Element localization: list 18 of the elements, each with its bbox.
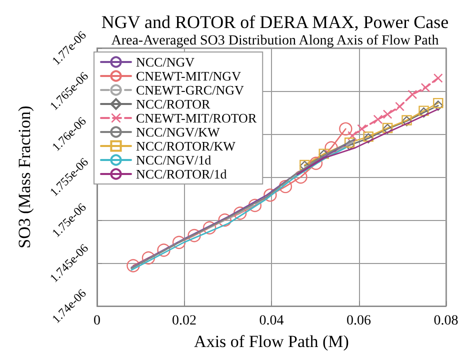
legend-label: NCC/NGV/KW	[136, 124, 221, 140]
x-tick-label: 0	[94, 314, 100, 329]
legend-label: CNEWT-MIT/NGV	[136, 68, 242, 84]
legend-label: NCC/ROTOR/KW	[136, 138, 236, 154]
y-axis-title: SO3 (Mass Fraction)	[15, 106, 34, 248]
x-tick-label: 0.04	[259, 314, 284, 329]
legend-label: NCC/NGV/1d	[136, 152, 212, 168]
legend-label: NCC/ROTOR/1d	[136, 166, 228, 182]
chart-subtitle: Area-Averaged SO3 Distribution Along Axis of Flow Path	[111, 34, 439, 48]
legend-label: CNEWT-GRC/NGV	[136, 82, 244, 98]
legend-label: NCC/ROTOR	[136, 96, 210, 112]
x-tick-label: 0.08	[434, 314, 458, 329]
chart-title: NGV and ROTOR of DERA MAX, Power Case	[101, 12, 449, 32]
x-tick-label: 0.06	[346, 314, 371, 329]
legend-label: CNEWT-MIT/ROTOR	[136, 110, 257, 126]
legend-label: NCC/NGV	[136, 54, 196, 70]
x-axis-title: Axis of Flow Path (M)	[194, 332, 349, 351]
x-tick-label: 0.02	[172, 314, 196, 329]
